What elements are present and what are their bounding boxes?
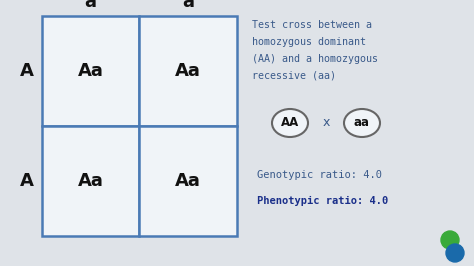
Ellipse shape — [272, 109, 308, 137]
Bar — [42, 126, 139, 236]
Text: Phenotypic ratio: 4.0: Phenotypic ratio: 4.0 — [257, 196, 388, 206]
Text: a: a — [182, 0, 194, 11]
Bar — [139, 16, 237, 126]
Text: Aa: Aa — [78, 62, 104, 80]
Text: A: A — [20, 62, 34, 80]
Ellipse shape — [344, 109, 380, 137]
Circle shape — [446, 244, 464, 262]
Text: (AA) and a homozygous: (AA) and a homozygous — [252, 54, 378, 64]
Text: Test cross between a: Test cross between a — [252, 20, 372, 30]
Text: Aa: Aa — [175, 172, 201, 190]
Text: homozygous dominant: homozygous dominant — [252, 37, 366, 47]
Bar — [42, 16, 139, 126]
Text: x: x — [322, 117, 330, 130]
Text: Aa: Aa — [78, 172, 104, 190]
Text: A: A — [20, 172, 34, 190]
Circle shape — [441, 231, 459, 249]
Text: Genotypic ratio: 4.0: Genotypic ratio: 4.0 — [257, 170, 382, 180]
Text: Aa: Aa — [175, 62, 201, 80]
Text: a: a — [85, 0, 97, 11]
Text: aa: aa — [354, 117, 370, 130]
Bar — [139, 126, 237, 236]
Text: AA: AA — [281, 117, 299, 130]
Text: recessive (aa): recessive (aa) — [252, 71, 336, 81]
